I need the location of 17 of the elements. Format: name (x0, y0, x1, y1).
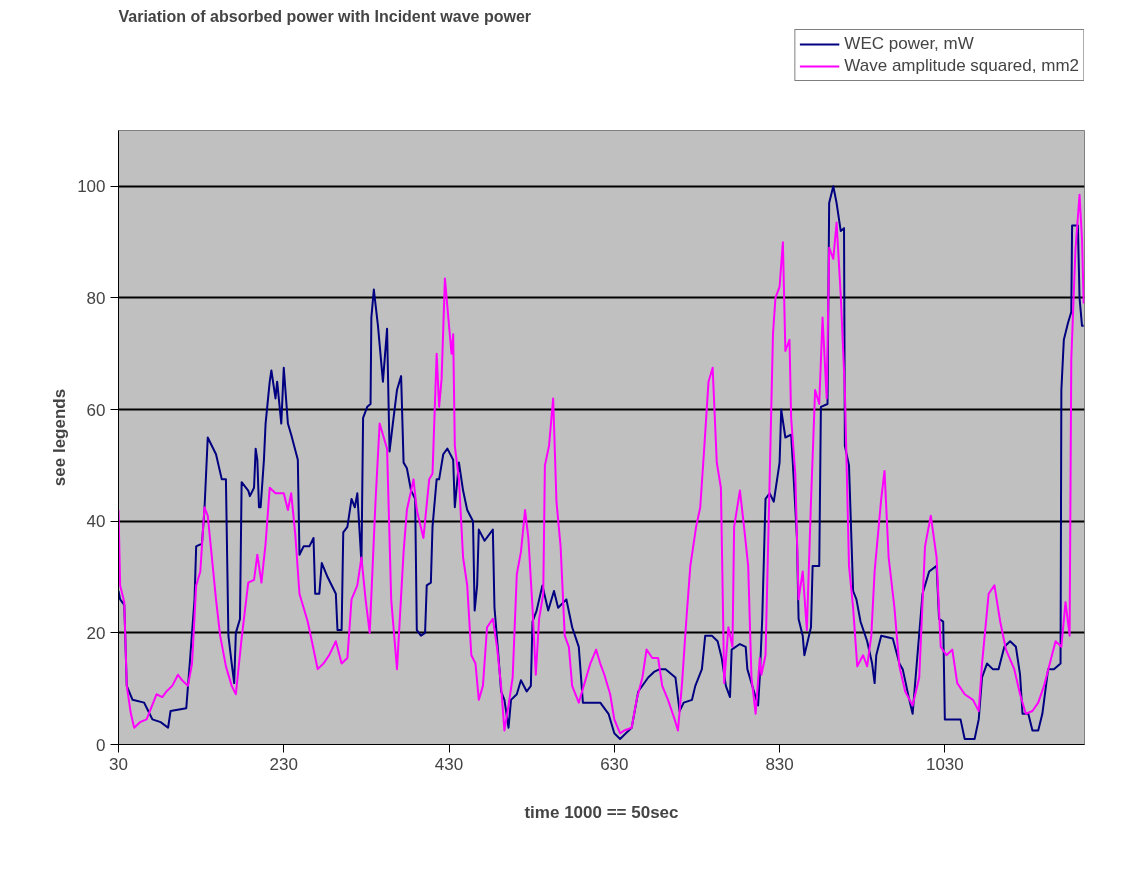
chart-title: Variation of absorbed power with Incident wave power (118, 7, 532, 25)
x-tick-label: 830 (765, 754, 794, 774)
y-tick-label: 100 (77, 177, 106, 197)
y-tick-label: 20 (86, 623, 106, 643)
y-tick-label: 80 (86, 288, 106, 308)
x-tick-label: 630 (600, 754, 629, 774)
legend-label: WEC power, mW (844, 34, 974, 54)
x-tick-label: 230 (269, 754, 298, 774)
x-tick-label: 30 (109, 754, 128, 774)
y-tick-label: 40 (86, 512, 106, 532)
y-tick-label: 60 (86, 400, 106, 420)
x-axis-title: time 1000 == 50sec (524, 802, 679, 822)
x-tick-label: 430 (434, 754, 464, 774)
y-axis-title: see legends (50, 388, 70, 487)
y-tick-label: 0 (96, 735, 106, 755)
x-tick-label: 1030 (925, 754, 964, 774)
legend-label: Wave amplitude squared, mm2 (844, 56, 1079, 76)
